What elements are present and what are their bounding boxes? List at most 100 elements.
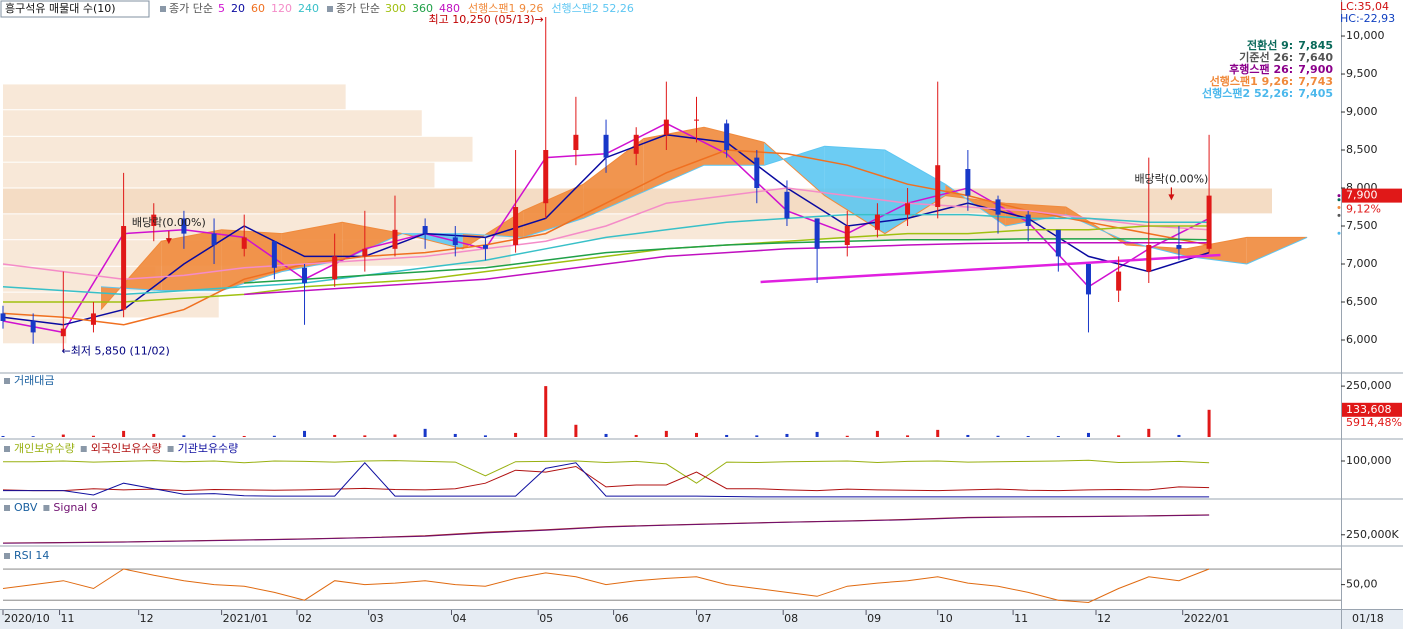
candle-body [633, 134, 639, 154]
y-tick-label: 9,000 [1346, 105, 1378, 118]
volume-bar [966, 434, 970, 437]
legend-icon [167, 446, 174, 452]
legend-entry: 480 [439, 2, 460, 15]
x-tick-label: 12 [1097, 612, 1111, 625]
volume-bar [755, 435, 759, 437]
candle-body [905, 203, 911, 215]
volume-bar [1147, 428, 1151, 437]
volume-bar [122, 430, 126, 437]
moving-average [2, 187, 1210, 280]
x-tick-label: 2020/10 [4, 612, 50, 625]
legend-icon [4, 446, 10, 452]
corner-text: HC:-22,93 [1340, 12, 1395, 25]
moving-average [2, 213, 1210, 296]
ichimoku-last-value [1337, 206, 1341, 210]
candle-body [995, 199, 1001, 215]
volume-bar [574, 424, 578, 437]
x-tick-label: 11 [61, 612, 75, 625]
candle-body [603, 134, 609, 158]
candle-body [663, 119, 669, 135]
legend-icon [4, 505, 10, 511]
volume-bar [875, 430, 879, 437]
candle-body [30, 321, 36, 333]
moving-average [244, 238, 1210, 284]
price-annotation: ←최저 5,850 (11/02) [62, 344, 170, 357]
ichimoku-last-value [1337, 194, 1341, 198]
candle-body [874, 214, 880, 230]
y-tick-label: 7,000 [1346, 257, 1378, 270]
legend-entry: 360 [412, 2, 433, 15]
volume-bar [936, 429, 940, 437]
volume-bar [725, 434, 729, 437]
legend-entry: 120 [271, 2, 292, 15]
ichimoku-legend: 기준선 26: 7,640 [1239, 50, 1333, 64]
volume-bar [453, 433, 457, 437]
change-label: 9,12% [1346, 203, 1381, 216]
volume-bar [514, 432, 518, 437]
legend-entry: 60 [251, 2, 265, 15]
volume-bar [303, 430, 307, 437]
candle-body [754, 157, 760, 189]
legend-entry: 개인보유수량 [14, 442, 75, 455]
price-label: 7,900 [1346, 189, 1378, 202]
volume-bar [212, 435, 216, 437]
candle-body [0, 313, 6, 322]
legend-entry: 240 [298, 2, 319, 15]
ichimoku-legend-value: 7,743 [1298, 75, 1333, 88]
volume-change-label: 5914,48% [1346, 416, 1402, 429]
volume-bar [91, 435, 95, 437]
legend-icon [80, 446, 87, 452]
moving-average [244, 241, 1210, 296]
volume-bar [242, 435, 246, 437]
candle-body [1206, 195, 1212, 249]
legend-icon [4, 378, 10, 384]
title-box [0, 0, 150, 18]
candle-body [965, 169, 971, 196]
legend-entry: 기관보유수량 [178, 442, 239, 455]
x-tick-label: 02 [298, 612, 312, 625]
candle-body [90, 313, 96, 325]
x-tick-label: 09 [867, 612, 881, 625]
volume-bar [815, 431, 819, 437]
legend-entry: 300 [385, 2, 406, 15]
legend-entry: 5 [218, 2, 225, 15]
moving-average [3, 225, 1210, 303]
last-date: 01/18 [1352, 612, 1384, 625]
event-marker-label: 배당락(0.00%) [132, 216, 206, 229]
ichimoku-legend-value: 7,900 [1298, 63, 1333, 76]
y-tick-label: 250,000 [1346, 379, 1392, 392]
ichimoku-legend: 선행스팬2 52,26: 7,405 [1202, 86, 1333, 100]
legend-icon [4, 553, 10, 559]
y-tick-label: 6,000 [1346, 333, 1378, 346]
candle-body [211, 233, 217, 246]
y-tick-label: 9,500 [1346, 67, 1378, 80]
panel-title: 거래대금 [14, 374, 54, 387]
candle-body [1025, 214, 1031, 227]
candle-body [1085, 264, 1091, 295]
y-tick-label: 10,000 [1346, 29, 1385, 42]
indicator-line [2, 465, 1210, 492]
cloud-fill [764, 142, 825, 196]
volume-bar [664, 430, 668, 437]
price-annotation: 최고 10,250 (05/13)→ [429, 13, 544, 26]
event-marker-head [1168, 194, 1175, 201]
volume-bar [31, 436, 35, 437]
volume-last-label: 133,608 [1346, 403, 1392, 416]
volume-bar [1117, 435, 1121, 437]
volume-bar [1026, 435, 1030, 437]
y-tick-label: 50,00 [1346, 578, 1378, 591]
cloud-fill [884, 150, 946, 234]
x-tick-label: 04 [453, 612, 467, 625]
date-axis-strip [0, 610, 1403, 629]
legend-entry: 외국인보유수량 [91, 442, 162, 455]
legend-icon [43, 505, 50, 511]
candle-body [1055, 229, 1061, 257]
cloud-fill [221, 229, 282, 291]
candle-body [332, 256, 338, 280]
candle-body [1146, 245, 1152, 272]
volume-bar [1, 435, 5, 437]
candle-body [392, 229, 398, 249]
x-tick-label: 12 [140, 612, 154, 625]
volume-bar [845, 435, 849, 437]
ichimoku-legend-name: 후행스팬 26: [1229, 62, 1293, 76]
